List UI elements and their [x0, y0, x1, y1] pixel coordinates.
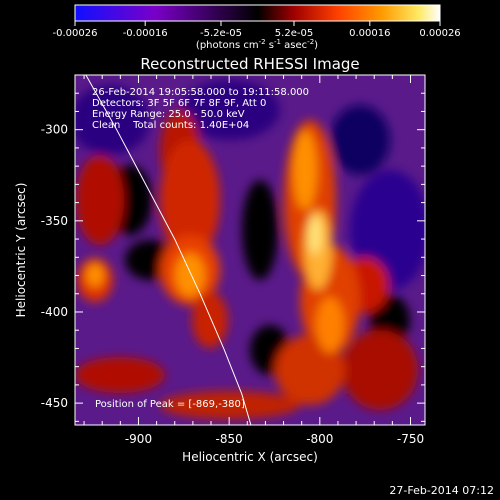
emission-regions	[75, 80, 425, 419]
solar-limb-line	[85, 75, 252, 425]
y-tick-label: -450	[41, 396, 68, 410]
y-axis-label: Heliocentric Y (arcsec)	[14, 183, 28, 318]
info-line-time: 26-Feb-2014 19:05:58.000 to 19:11:58.000	[92, 87, 309, 98]
x-axis-label: Heliocentric X (arcsec)	[182, 450, 318, 464]
footer-timestamp: 27-Feb-2014 07:12	[389, 484, 494, 497]
colorbar-tick-label: 5.2e-05	[275, 28, 313, 39]
x-tick-label: -800	[306, 432, 333, 446]
heatmap-image	[75, 75, 425, 425]
y-tick-label: -350	[41, 214, 68, 228]
x-tick-label: -900	[125, 432, 152, 446]
plot-frame	[74, 74, 426, 426]
colorbar-tick-label: 0.00026	[419, 28, 460, 39]
x-tick-label: -850	[216, 432, 243, 446]
colorbar-tick-label: -0.00016	[123, 28, 168, 39]
colorbar-gradient	[74, 4, 441, 22]
y-tick-label: -400	[41, 305, 68, 319]
axis-ticks	[75, 74, 425, 425]
peak-position-label: Position of Peak = [-869,-380]	[95, 399, 245, 410]
colorbar-unit-label: (photons cm-2 s-1 asec-2)	[196, 38, 318, 51]
y-tick-label: -300	[41, 123, 68, 137]
info-line-energy: Energy Range: 25.0 - 50.0 keV	[92, 109, 245, 120]
info-text: 26-Feb-2014 19:05:58.000 to 19:11:58.000…	[92, 87, 309, 410]
colorbar-tick-label: 0.00016	[349, 28, 390, 39]
chart-title: Reconstructed RHESSI Image	[140, 55, 359, 73]
info-line-detectors: Detectors: 3F 5F 6F 7F 8F 9F, Att 0	[92, 98, 266, 109]
info-line-clean: Clean Total counts: 1.40E+04	[92, 120, 249, 131]
x-tick-label: -750	[397, 432, 424, 446]
colorbar-tick-label: -5.2e-05	[200, 28, 242, 39]
colorbar-tick-label: -0.00026	[53, 28, 98, 39]
colorbar: -0.00026 -0.00016 -5.2e-05 5.2e-05 0.00016 0.…	[53, 4, 461, 51]
